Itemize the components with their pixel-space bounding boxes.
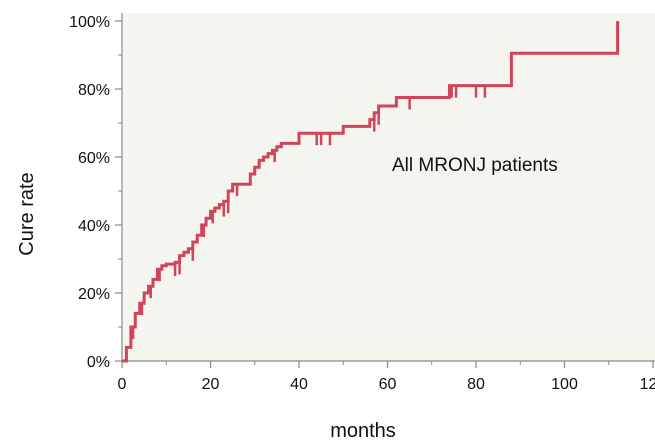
y-tick-label: 60% bbox=[78, 150, 110, 167]
y-tick-label: 0% bbox=[87, 354, 110, 371]
x-tick-label: 120 bbox=[640, 376, 655, 393]
y-ticks: 0% 20% 40% 60% 80% 100% bbox=[69, 14, 122, 371]
cure-rate-curve bbox=[122, 21, 620, 363]
x-tick-label: 20 bbox=[202, 376, 220, 393]
y-tick-label: 80% bbox=[78, 82, 110, 99]
x-tick-label: 100 bbox=[551, 376, 578, 393]
x-ticks: 0 20 40 60 80 100 120 bbox=[118, 361, 655, 393]
x-tick-label: 60 bbox=[379, 376, 397, 393]
x-tick-label: 80 bbox=[467, 376, 485, 393]
plot-background bbox=[122, 13, 655, 361]
y-tick-label: 20% bbox=[78, 286, 110, 303]
y-axis-title: Cure rate bbox=[16, 172, 38, 255]
annotation-label: All MRONJ patients bbox=[392, 155, 558, 176]
x-tick-label: 40 bbox=[290, 376, 308, 393]
series-layer bbox=[122, 21, 620, 363]
x-tick-label: 0 bbox=[118, 376, 127, 393]
y-tick-label: 40% bbox=[78, 218, 110, 235]
x-axis-title: months bbox=[330, 420, 396, 442]
censor-marks bbox=[131, 85, 487, 339]
y-tick-label: 100% bbox=[69, 14, 110, 31]
